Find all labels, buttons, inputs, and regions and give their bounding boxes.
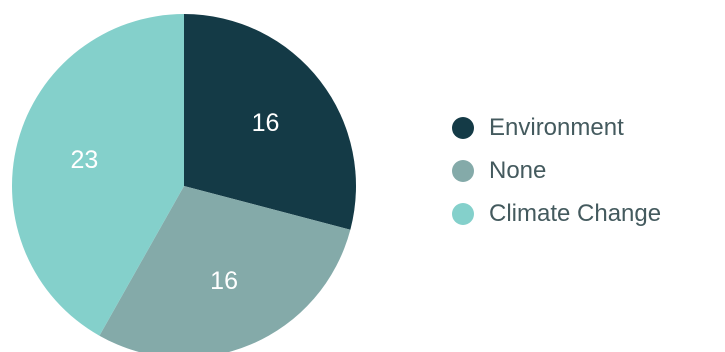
- chart-legend: Environment None Climate Change: [452, 114, 661, 243]
- legend-label-climate-change: Climate Change: [489, 200, 662, 227]
- legend-item-environment: Environment: [452, 114, 661, 142]
- pie-slice-environment: [184, 14, 357, 230]
- legend-swatch-none: [452, 160, 474, 182]
- pie-slice-climate-change: [11, 13, 184, 336]
- legend-item-climate-change: Climate Change: [452, 200, 661, 228]
- data-label-environment: 16: [252, 109, 280, 137]
- legend-label-none: None: [489, 157, 547, 184]
- data-label-none: 16: [210, 267, 238, 295]
- data-label-climate-change: 23: [70, 146, 98, 174]
- legend-item-none: None: [452, 157, 661, 185]
- pie-slice-none: [99, 186, 351, 352]
- legend-swatch-climate-change: [452, 203, 474, 225]
- legend-label-environment: Environment: [489, 114, 624, 141]
- legend-swatch-environment: [452, 117, 474, 139]
